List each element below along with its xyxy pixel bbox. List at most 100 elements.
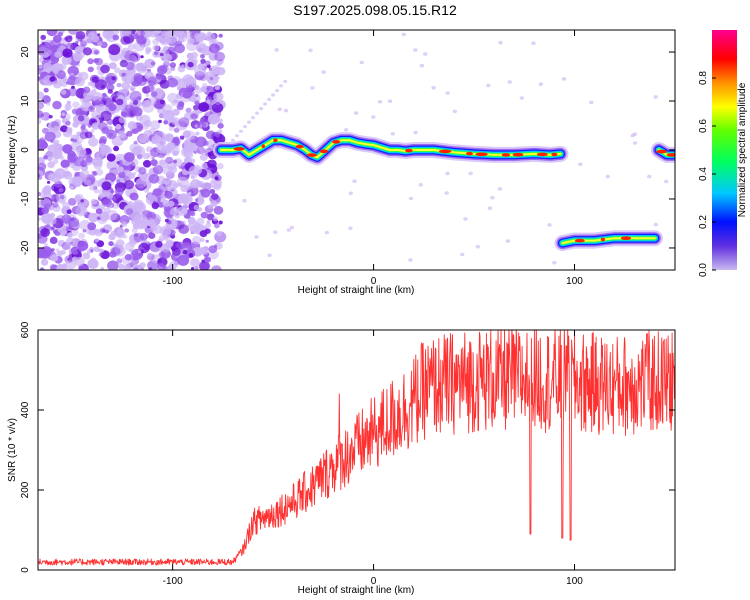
noise-blob (180, 185, 189, 193)
noise-blob (38, 91, 45, 100)
noise-blob (165, 240, 174, 248)
noise-blob (156, 73, 163, 80)
noise-blob (191, 235, 202, 245)
noise-blob (139, 233, 148, 241)
noise-blob (247, 120, 251, 124)
noise-blob (182, 90, 192, 99)
noise-blob (352, 179, 357, 183)
noise-blob (61, 112, 66, 117)
noise-blob (214, 85, 221, 91)
noise-blob (124, 104, 133, 113)
noise-blob (95, 99, 100, 104)
ridge-peak (332, 140, 341, 144)
noise-blob (145, 50, 151, 55)
noise-blob (178, 101, 185, 107)
noise-blob (275, 88, 280, 93)
noise-blob (158, 259, 162, 263)
noise-blob (91, 122, 100, 130)
noise-blob (460, 252, 465, 257)
noise-blob (507, 80, 512, 84)
noise-blob (308, 48, 313, 53)
noise-blob (273, 230, 278, 234)
noise-blob (104, 229, 110, 234)
noise-blob (200, 211, 209, 219)
noise-blob (124, 242, 135, 252)
chart-title: S197.2025.098.05.15.R12 (293, 2, 457, 18)
noise-blob (118, 171, 126, 179)
colorbar-gradient (712, 30, 737, 270)
noise-blob (213, 205, 224, 215)
noise-blob (159, 225, 172, 237)
noise-blob (156, 93, 162, 99)
noise-blob (267, 97, 272, 102)
noise-blob (64, 166, 68, 171)
x-tick-label: -100 (163, 276, 183, 287)
noise-blob (408, 196, 414, 201)
noise-blob (148, 174, 160, 184)
noise-blob (463, 217, 468, 221)
noise-blob (109, 62, 117, 70)
noise-blob (131, 146, 142, 156)
noise-blob (216, 231, 223, 237)
noise-blob (199, 230, 208, 238)
noise-blob (324, 230, 329, 235)
y-tick-label: 20 (20, 46, 31, 58)
noise-blob (390, 132, 395, 136)
noise-blob (200, 246, 210, 255)
noise-blob (129, 192, 139, 201)
noise-blob (59, 194, 65, 200)
noise-blob (140, 55, 144, 59)
noise-blob (68, 217, 80, 228)
noise-blob (214, 51, 226, 62)
noise-blob (91, 91, 103, 103)
noise-blob (123, 87, 129, 93)
noise-blob (138, 134, 149, 144)
noise-blob (67, 65, 79, 76)
noise-blob (444, 191, 449, 195)
noise-blob (49, 236, 58, 244)
noise-blob (159, 52, 164, 57)
noise-blob (183, 143, 193, 152)
noise-blob (163, 120, 169, 125)
noise-blob (182, 250, 188, 255)
noise-blob (475, 244, 480, 249)
noise-blob (251, 116, 255, 120)
noise-blob (65, 259, 77, 270)
noise-blob (213, 136, 217, 140)
noise-blob (205, 239, 209, 243)
noise-blob (123, 74, 135, 84)
ridge-peak (574, 238, 585, 243)
noise-blob (155, 35, 163, 42)
noise-blob (148, 80, 152, 84)
noise-blob (112, 193, 123, 204)
noise-blob (111, 76, 116, 81)
noise-blob (127, 259, 135, 266)
noise-blob (201, 162, 209, 170)
noise-blob (100, 64, 110, 74)
noise-blob (120, 50, 127, 56)
noise-blob (213, 244, 218, 248)
noise-blob (177, 65, 186, 73)
noise-blob (123, 180, 135, 190)
noise-blob (96, 65, 102, 71)
noise-blob (187, 37, 195, 45)
noise-blob (127, 121, 137, 130)
noise-blob (197, 197, 204, 203)
noise-blob (348, 191, 353, 196)
noise-blob (497, 187, 503, 191)
snr-line (38, 330, 675, 566)
noise-blob (97, 248, 103, 253)
ridge-band (219, 139, 562, 159)
noise-blob (65, 35, 73, 43)
noise-blob (74, 77, 86, 87)
noise-blob (44, 131, 56, 142)
noise-blob (86, 154, 92, 159)
noise-blob (175, 40, 183, 47)
noise-blob (96, 33, 101, 37)
noise-blob (86, 249, 92, 254)
noise-blob (132, 171, 137, 176)
snr-ylabel: SNR (10 * v/v) (7, 418, 18, 482)
noise-blob (138, 167, 147, 175)
noise-blob (143, 33, 149, 39)
